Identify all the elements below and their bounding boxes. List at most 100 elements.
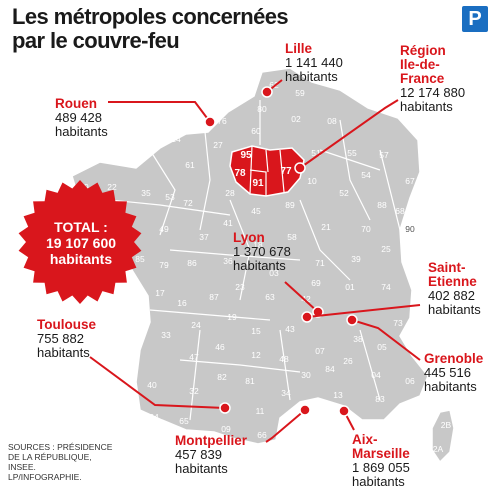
leader-line-rouen bbox=[108, 101, 211, 123]
department-number: 18 bbox=[253, 240, 263, 250]
sources-line-4: LP/INFOGRAPHIE. bbox=[8, 472, 82, 482]
department-number: 69 bbox=[311, 278, 321, 288]
department-number: 43 bbox=[285, 324, 295, 334]
total-badge-text: TOTAL : 19 107 600 habitants bbox=[26, 219, 136, 267]
department-number: 50 bbox=[141, 144, 151, 154]
population-value: 457 839 bbox=[175, 447, 222, 462]
city-marker-idf bbox=[294, 162, 306, 174]
callout-lille: Lille 1 141 440 habitants bbox=[285, 42, 343, 84]
department-number: 87 bbox=[209, 292, 219, 302]
department-number: 17 bbox=[155, 288, 165, 298]
population-value: 1 141 440 bbox=[285, 55, 343, 70]
idf-department-number: 78 bbox=[234, 168, 246, 179]
total-value: 19 107 600 bbox=[45, 235, 117, 251]
callout-idf: Région Ile-de- France 12 174 880 habitants bbox=[400, 44, 465, 114]
department-number: 55 bbox=[347, 148, 357, 158]
department-number: 27 bbox=[213, 140, 223, 150]
city-marker-toulouse bbox=[219, 402, 231, 414]
department-number: 38 bbox=[353, 334, 363, 344]
idf-region bbox=[229, 145, 305, 197]
department-number: 2B bbox=[441, 420, 452, 430]
department-border bbox=[149, 149, 176, 236]
department-number: 23 bbox=[235, 282, 245, 292]
city-name: Région bbox=[400, 43, 446, 58]
department-number: 86 bbox=[187, 258, 197, 268]
city-name: Saint- bbox=[428, 260, 466, 275]
department-border bbox=[279, 329, 291, 401]
total-label: TOTAL : bbox=[54, 219, 108, 235]
city-name: Aix- bbox=[352, 432, 378, 447]
title-line-1: Les métropoles concernées bbox=[12, 4, 289, 29]
department-number: 12 bbox=[251, 350, 261, 360]
department-border bbox=[339, 119, 371, 221]
callout-rouen: Rouen 489 428 habitants bbox=[55, 97, 108, 139]
city-name: France bbox=[400, 71, 445, 86]
department-number: 59 bbox=[295, 88, 305, 98]
department-border bbox=[149, 309, 271, 321]
department-number: 01 bbox=[345, 282, 355, 292]
population-unit: habitants bbox=[352, 474, 405, 489]
department-number: 33 bbox=[161, 330, 171, 340]
department-number: 88 bbox=[377, 200, 387, 210]
idf-inner-borders bbox=[249, 145, 285, 196]
department-number: 57 bbox=[379, 150, 389, 160]
department-number: 51 bbox=[311, 148, 321, 158]
city-marker-saint-etienne bbox=[301, 311, 313, 323]
leader-line-grenoble bbox=[351, 319, 421, 361]
department-number: 83 bbox=[375, 394, 385, 404]
city-marker-lille bbox=[261, 86, 273, 98]
department-number: 34 bbox=[281, 388, 291, 398]
department-number: 04 bbox=[371, 370, 381, 380]
department-number: 09 bbox=[221, 424, 231, 434]
department-number: 54 bbox=[361, 170, 371, 180]
callout-lyon: Lyon 1 370 678 habitants bbox=[233, 231, 291, 273]
department-number: 25 bbox=[381, 244, 391, 254]
department-number: 46 bbox=[215, 342, 225, 352]
callout-leader-lines bbox=[89, 79, 421, 443]
department-number: 76 bbox=[217, 116, 227, 126]
department-number: 48 bbox=[279, 354, 289, 364]
department-border bbox=[359, 329, 381, 401]
idf-department-number: 95 bbox=[240, 150, 252, 161]
idf-department-numbers: 95 78 91 77 bbox=[234, 150, 292, 189]
population-unit: habitants bbox=[37, 345, 90, 360]
department-number: 62 bbox=[269, 80, 279, 90]
leader-line-lyon bbox=[284, 281, 319, 313]
department-number: 64 bbox=[149, 412, 159, 422]
department-number: 65 bbox=[179, 416, 189, 426]
department-number: 10 bbox=[307, 176, 317, 186]
department-number: 30 bbox=[301, 370, 311, 380]
department-number: 85 bbox=[135, 254, 145, 264]
leader-line-toulouse bbox=[89, 356, 226, 409]
city-name: Toulouse bbox=[37, 317, 96, 332]
department-number: 03 bbox=[269, 268, 279, 278]
department-number: 41 bbox=[223, 218, 233, 228]
department-number: 21 bbox=[321, 222, 331, 232]
city-name: Marseille bbox=[352, 446, 410, 461]
department-number: 11 bbox=[256, 406, 265, 416]
department-border bbox=[169, 249, 301, 261]
population-unit: habitants bbox=[400, 99, 453, 114]
city-name: Etienne bbox=[428, 274, 477, 289]
total-unit: habitants bbox=[49, 251, 113, 267]
population-value: 402 882 bbox=[428, 288, 475, 303]
title-line-2: par le couvre-feu bbox=[12, 28, 180, 53]
department-number: 82 bbox=[217, 372, 227, 382]
department-number: 15 bbox=[251, 326, 261, 336]
department-number: 22 bbox=[107, 182, 117, 192]
department-number: 63 bbox=[265, 292, 275, 302]
department-border bbox=[189, 329, 201, 421]
population-unit: habitants bbox=[428, 302, 481, 317]
department-number: 47 bbox=[189, 352, 199, 362]
department-number: 36 bbox=[223, 256, 233, 266]
department-number: 14 bbox=[171, 134, 181, 144]
corsica bbox=[431, 409, 455, 464]
population-value: 1 370 678 bbox=[233, 244, 291, 259]
department-number: 72 bbox=[183, 198, 193, 208]
department-number: 24 bbox=[191, 320, 201, 330]
city-marker-grenoble bbox=[346, 314, 358, 326]
population-value: 445 516 bbox=[424, 365, 471, 380]
city-name: Grenoble bbox=[424, 351, 484, 366]
city-name: Montpellier bbox=[175, 433, 248, 448]
department-number: 26 bbox=[343, 356, 353, 366]
